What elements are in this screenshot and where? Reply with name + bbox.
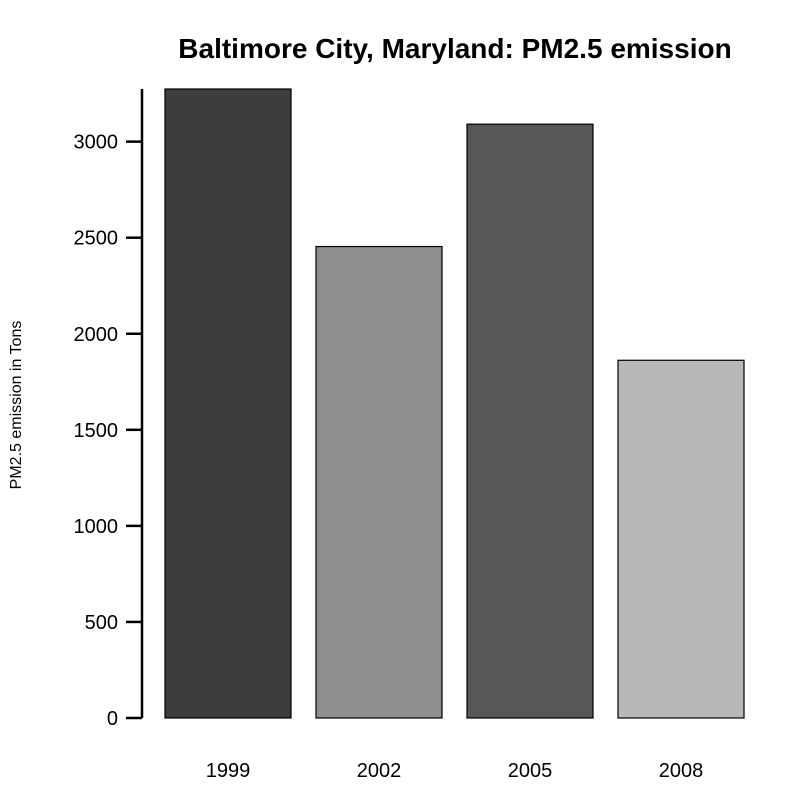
y-tick-label: 2000	[74, 324, 119, 346]
bar-2005	[466, 123, 594, 719]
chart-title: Baltimore City, Maryland: PM2.5 emission	[178, 33, 731, 64]
x-tick-label-1999: 1999	[206, 760, 251, 782]
y-tick-label: 1500	[74, 420, 119, 442]
x-tick-label-2005: 2005	[508, 760, 553, 782]
bar-1999	[164, 88, 292, 719]
bar-2008	[617, 359, 745, 719]
bars-group	[164, 88, 745, 719]
y-axis-label: PM2.5 emission in Tons	[8, 321, 25, 490]
x-axis-labels: 1999 2002 2005 2008	[206, 760, 704, 782]
x-tick-label-2008: 2008	[659, 760, 704, 782]
x-tick-label-2002: 2002	[357, 760, 402, 782]
y-axis: 0 500 1000 1500 2000 2500 3000	[74, 89, 144, 730]
y-tick-label: 500	[85, 612, 118, 634]
y-tick-label: 2500	[74, 228, 119, 250]
y-tick-label: 0	[107, 708, 118, 730]
bar-2002	[315, 245, 443, 719]
y-tick-label: 1000	[74, 516, 119, 538]
y-tick-label: 3000	[74, 132, 119, 154]
